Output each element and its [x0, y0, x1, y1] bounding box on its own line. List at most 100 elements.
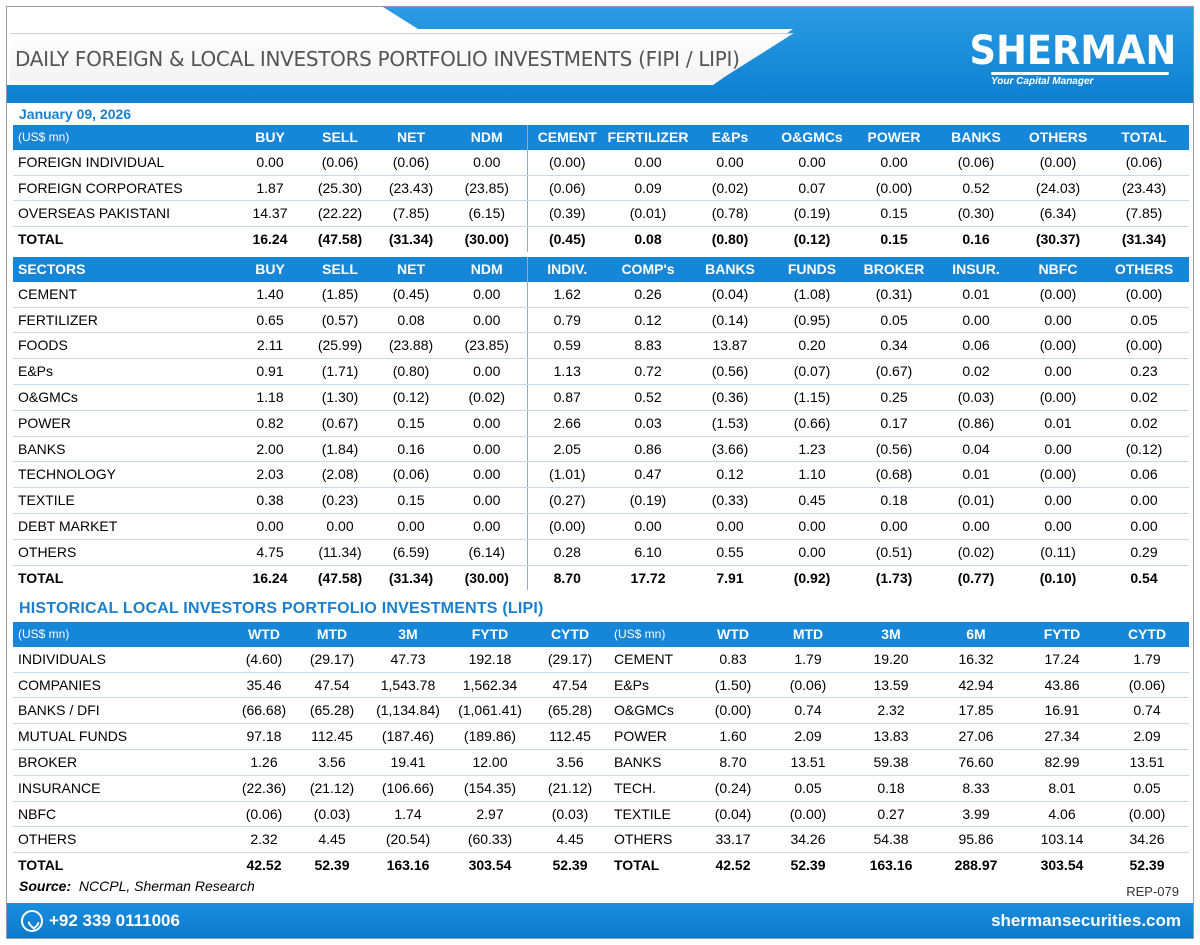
value-cell: (0.14): [689, 307, 771, 334]
table-row: TEXTILE (0.04) (0.00) 0.27 3.99 4.06 (0.00): [609, 801, 1189, 828]
value-cell: 112.45: [531, 723, 609, 750]
value-cell: 0.07: [771, 175, 853, 202]
value-cell: 0.00: [447, 410, 527, 437]
row-label: BROKER: [13, 749, 231, 776]
value-cell: 13.51: [1105, 749, 1189, 776]
value-cell: 2.09: [1105, 723, 1189, 750]
column-header: SELL: [305, 125, 375, 150]
value-cell: (154.35): [449, 775, 531, 802]
value-cell: 2.32: [849, 697, 933, 725]
value-cell: (7.85): [375, 200, 447, 228]
table-row: E&Ps 0.91 (1.71) (0.80) 0.00 1.13 0.72 (0.56) (0…: [13, 358, 1189, 385]
value-cell: (0.02): [447, 384, 527, 411]
value-cell: 0.05: [1105, 775, 1189, 802]
value-cell: (30.00): [447, 226, 527, 252]
value-cell: (65.28): [531, 697, 609, 725]
row-label: OTHERS: [609, 826, 699, 854]
total-row: TOTAL 16.24 (47.58) (31.34) (30.00) (0.45) 0.0…: [13, 226, 1189, 252]
value-cell: 0.06: [935, 332, 1017, 360]
report-title: DAILY FOREIGN & LOCAL INVESTORS PORTFOLI…: [15, 47, 740, 71]
value-cell: 1.87: [235, 175, 305, 202]
value-cell: (0.80): [375, 358, 447, 385]
value-cell: (6.14): [447, 539, 527, 566]
table-row: OVERSEAS PAKISTANI 14.37 (22.22) (7.85) (6.1…: [13, 200, 1189, 228]
value-cell: 1.62: [526, 281, 607, 308]
value-cell: (1.01): [526, 461, 607, 489]
value-cell: 0.52: [607, 384, 689, 411]
value-cell: 0.00: [447, 513, 527, 540]
value-cell: 112.45: [297, 723, 367, 750]
value-cell: 17.85: [933, 697, 1019, 725]
value-cell: (0.07): [771, 358, 853, 385]
value-cell: 0.15: [853, 226, 935, 252]
value-cell: 0.00: [1017, 487, 1099, 514]
website-link[interactable]: shermansecurities.com: [991, 911, 1181, 930]
value-cell: 0.00: [447, 358, 527, 385]
value-cell: 0.00: [235, 149, 305, 176]
row-label: TECH.: [609, 775, 699, 802]
value-cell: (0.27): [526, 487, 607, 514]
value-cell: 16.24: [235, 564, 305, 591]
logo-wordmark: SHERMAN: [969, 28, 1177, 74]
source-text: NCCPL, Sherman Research: [78, 878, 255, 894]
value-cell: 0.00: [1017, 436, 1099, 463]
value-cell: (0.00): [1017, 281, 1099, 308]
row-label: DEBT MARKET: [13, 513, 235, 540]
value-cell: (0.56): [853, 436, 935, 463]
value-cell: 0.59: [526, 332, 607, 360]
value-cell: (23.43): [375, 175, 447, 202]
value-cell: 8.01: [1019, 775, 1105, 802]
value-cell: 0.02: [1099, 410, 1189, 437]
footer-phone[interactable]: +92 339 0111006: [21, 910, 180, 932]
value-cell: 0.15: [375, 410, 447, 437]
value-cell: (0.33): [689, 487, 771, 514]
value-cell: (1.15): [771, 384, 853, 411]
column-header: NBFC: [1017, 257, 1099, 282]
row-label: FOODS: [13, 332, 235, 360]
value-cell: (0.03): [935, 384, 1017, 411]
value-cell: (0.23): [305, 487, 375, 514]
value-cell: 0.34: [853, 332, 935, 360]
value-cell: 2.66: [526, 410, 607, 437]
value-cell: 47.73: [367, 646, 449, 673]
table-row: COMPANIES 35.46 47.54 1,543.78 1,562.34 47.54: [13, 672, 609, 699]
value-cell: (22.22): [305, 200, 375, 228]
value-cell: 19.41: [367, 749, 449, 776]
value-cell: 0.16: [375, 436, 447, 463]
value-cell: 0.65: [235, 307, 305, 334]
header-row: SECTORS BUY SELL NET NDM INDIV. COMP's BANKS FUN…: [13, 257, 1189, 282]
column-header: FYTD: [1019, 622, 1105, 647]
value-cell: 2.09: [767, 723, 849, 750]
value-cell: 14.37: [235, 200, 305, 228]
table-row: E&Ps (1.50) (0.06) 13.59 42.94 43.86 (0.06): [609, 672, 1189, 699]
row-label: OTHERS: [13, 539, 235, 566]
table-row: OTHERS 33.17 34.26 54.38 95.86 103.14 34.26: [609, 826, 1189, 854]
value-cell: 0.26: [607, 281, 689, 308]
value-cell: 0.00: [1099, 513, 1189, 540]
row-label: INDIVIDUALS: [13, 646, 231, 673]
value-cell: (29.17): [531, 646, 609, 673]
value-cell: 0.15: [375, 487, 447, 514]
historical-sectors-table: (US$ mn) WTD MTD 3M 6M FYTD CYTD CEMENT 0.83 1.79…: [609, 622, 1189, 878]
value-cell: 0.52: [935, 175, 1017, 202]
value-cell: 0.08: [607, 226, 689, 252]
header-row: (US$ mn) BUY SELL NET NDM CEMENT FERTILIZER E&P…: [13, 125, 1189, 150]
whatsapp-icon: [21, 910, 43, 932]
value-cell: 8.83: [607, 332, 689, 360]
value-cell: 0.83: [699, 646, 767, 673]
value-cell: (0.12): [771, 226, 853, 252]
value-cell: 6.10: [607, 539, 689, 566]
column-header: INSUR.: [935, 257, 1017, 282]
column-header: OTHERS: [1099, 257, 1189, 282]
value-cell: (187.46): [367, 723, 449, 750]
value-cell: (1,134.84): [367, 697, 449, 725]
value-cell: 12.00: [449, 749, 531, 776]
column-header: NDM: [447, 257, 527, 282]
column-header: BANKS: [935, 125, 1017, 150]
value-cell: 13.83: [849, 723, 933, 750]
value-cell: 0.00: [853, 149, 935, 176]
value-cell: 0.00: [607, 513, 689, 540]
row-label: TOTAL: [13, 564, 235, 591]
value-cell: 0.00: [447, 461, 527, 489]
value-cell: 192.18: [449, 646, 531, 673]
